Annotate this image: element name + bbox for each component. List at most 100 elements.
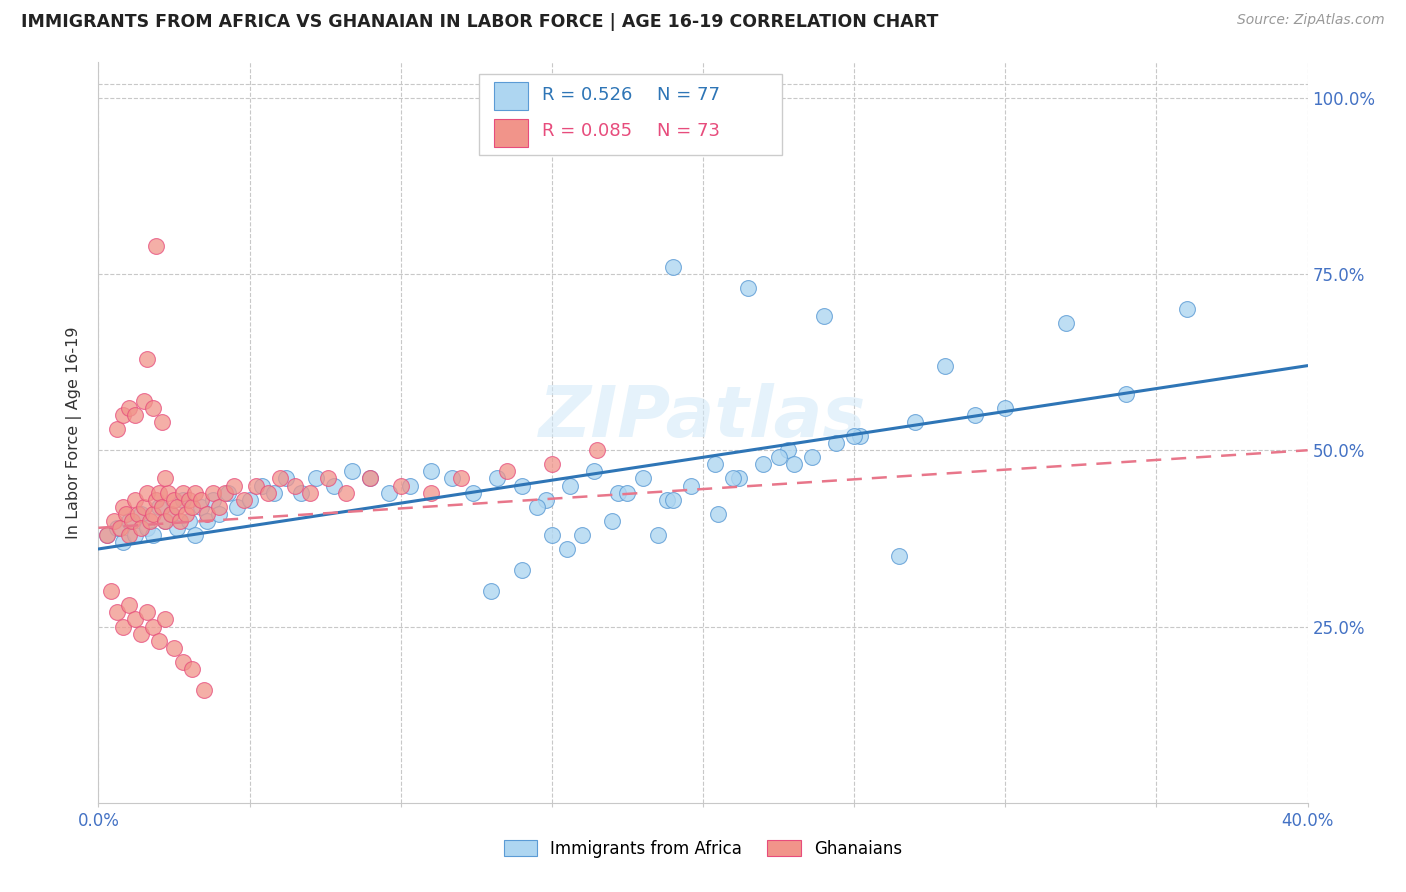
Point	[586, 443, 609, 458]
Point	[647, 528, 669, 542]
Point	[129, 521, 152, 535]
Point	[290, 485, 312, 500]
Point	[153, 514, 176, 528]
Point	[139, 514, 162, 528]
Point	[105, 606, 128, 620]
Point	[172, 485, 194, 500]
Point	[1054, 316, 1077, 330]
Point	[153, 612, 176, 626]
Point	[118, 514, 141, 528]
Point	[607, 485, 630, 500]
Point	[728, 471, 751, 485]
Point	[849, 429, 872, 443]
Point	[96, 528, 118, 542]
Point	[179, 514, 201, 528]
Point	[723, 471, 745, 485]
Point	[571, 528, 593, 542]
Point	[420, 485, 443, 500]
FancyBboxPatch shape	[479, 73, 782, 155]
Point	[299, 485, 322, 500]
Point	[510, 478, 533, 492]
Point	[190, 492, 212, 507]
Point	[174, 507, 197, 521]
Point	[256, 485, 278, 500]
Point	[111, 500, 134, 514]
Point	[121, 514, 143, 528]
Point	[148, 500, 170, 514]
Point	[184, 528, 207, 542]
Point	[1175, 302, 1198, 317]
FancyBboxPatch shape	[494, 119, 527, 147]
Point	[132, 500, 155, 514]
Point	[166, 521, 188, 535]
Point	[208, 500, 231, 514]
Point	[284, 478, 307, 492]
Point	[148, 485, 170, 500]
Point	[108, 521, 131, 535]
Point	[994, 401, 1017, 415]
Point	[768, 450, 790, 465]
Point	[214, 485, 236, 500]
Point	[181, 500, 204, 514]
Text: Source: ZipAtlas.com: Source: ZipAtlas.com	[1237, 13, 1385, 28]
Point	[800, 450, 823, 465]
Point	[526, 500, 548, 514]
Point	[239, 492, 262, 507]
Point	[124, 408, 146, 422]
Point	[153, 514, 176, 528]
Point	[825, 436, 848, 450]
Text: R = 0.526: R = 0.526	[543, 86, 633, 103]
Text: ZIPatlas: ZIPatlas	[540, 384, 866, 452]
Point	[232, 492, 254, 507]
Point	[208, 507, 231, 521]
Point	[441, 471, 464, 485]
Point	[389, 478, 412, 492]
Point	[226, 500, 249, 514]
Point	[135, 485, 157, 500]
Point	[135, 521, 157, 535]
Point	[129, 507, 152, 521]
Text: R = 0.085: R = 0.085	[543, 122, 633, 140]
Point	[707, 507, 730, 521]
Point	[316, 471, 339, 485]
Point	[135, 606, 157, 620]
Point	[184, 485, 207, 500]
Point	[195, 507, 218, 521]
Point	[163, 640, 186, 655]
Point	[263, 485, 285, 500]
Point	[602, 514, 624, 528]
Point	[335, 485, 357, 500]
Point	[661, 492, 683, 507]
Point	[224, 478, 246, 492]
Point	[1115, 387, 1137, 401]
Point	[305, 471, 328, 485]
Point	[127, 507, 149, 521]
Point	[132, 393, 155, 408]
Point	[704, 458, 727, 472]
Point	[195, 514, 218, 528]
Legend: Immigrants from Africa, Ghanaians: Immigrants from Africa, Ghanaians	[498, 833, 908, 865]
Point	[172, 492, 194, 507]
Point	[558, 478, 581, 492]
Point	[153, 471, 176, 485]
Point	[463, 485, 485, 500]
Point	[163, 492, 186, 507]
Point	[124, 612, 146, 626]
Point	[555, 541, 578, 556]
Point	[166, 500, 188, 514]
Text: N = 77: N = 77	[657, 86, 720, 103]
Point	[655, 492, 678, 507]
Point	[481, 584, 503, 599]
Point	[661, 260, 683, 274]
Point	[486, 471, 509, 485]
Point	[250, 478, 273, 492]
Point	[135, 351, 157, 366]
Point	[360, 471, 382, 485]
Point	[150, 415, 173, 429]
Point	[160, 507, 183, 521]
Point	[583, 464, 606, 478]
Point	[142, 507, 165, 521]
Point	[534, 492, 557, 507]
Point	[202, 485, 225, 500]
Point	[181, 662, 204, 676]
